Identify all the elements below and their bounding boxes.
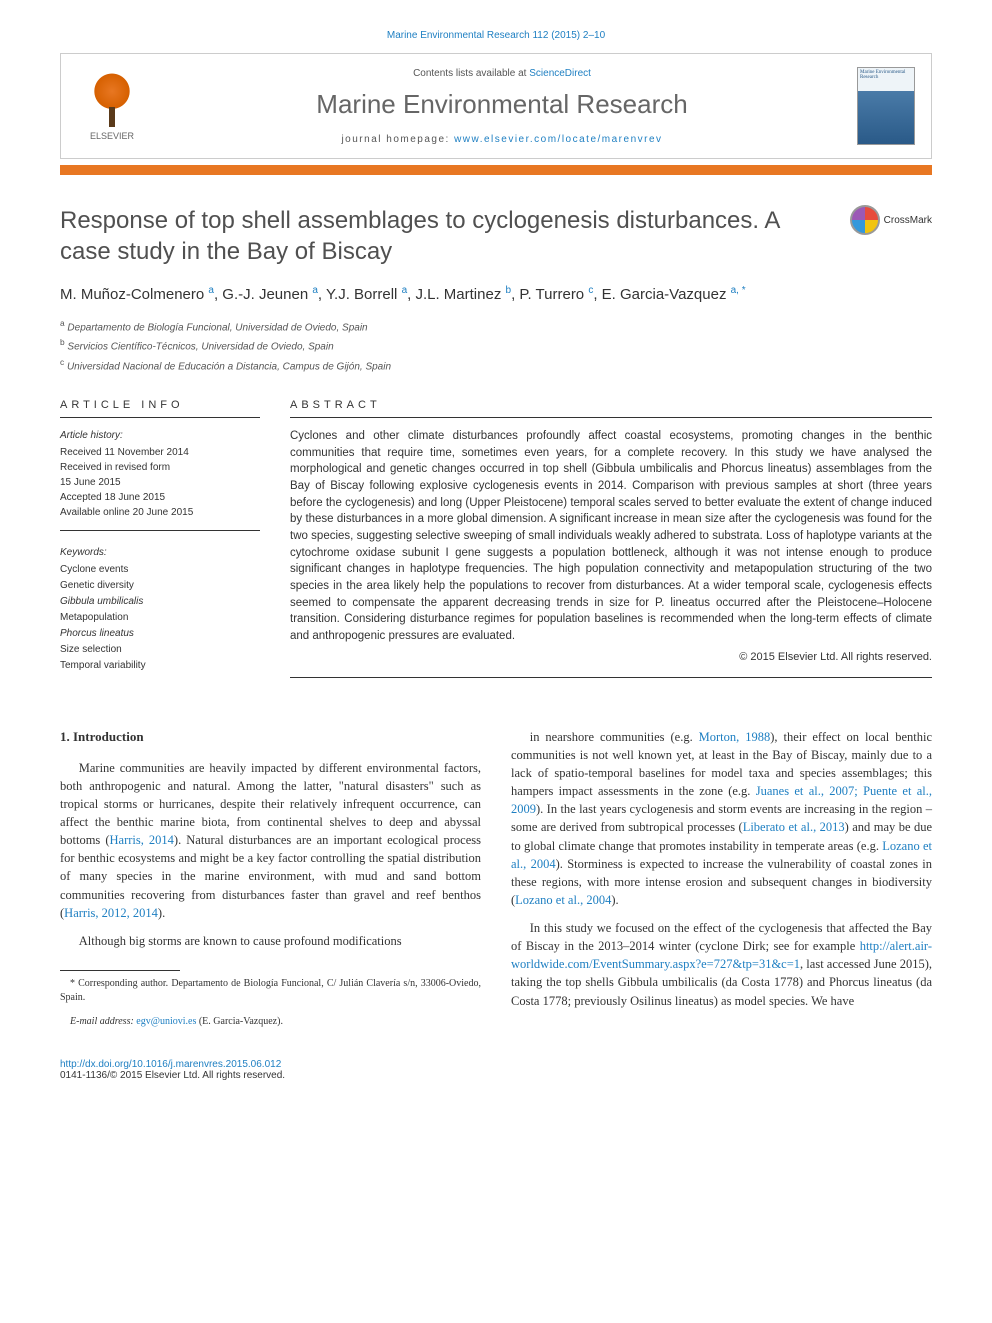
affiliations: a Departamento de Biología Funcional, Un…	[60, 317, 932, 375]
body-column-right: in nearshore communities (e.g. Morton, 1…	[511, 728, 932, 1039]
keyword: Genetic diversity	[60, 578, 260, 594]
abstract-text: Cyclones and other climate disturbances …	[290, 428, 932, 645]
body-paragraph: Although big storms are known to cause p…	[60, 932, 481, 950]
history-line: Received 11 November 2014	[60, 445, 260, 460]
keyword: Metapopulation	[60, 610, 260, 626]
keyword: Gibbula umbilicalis	[60, 594, 260, 610]
elsevier-logo: ELSEVIER	[77, 66, 147, 146]
history-label: Article history:	[60, 428, 260, 443]
crossmark-icon	[850, 205, 880, 235]
body-paragraph: in nearshore communities (e.g. Morton, 1…	[511, 728, 932, 909]
history-line: Accepted 18 June 2015	[60, 490, 260, 505]
email-link[interactable]: egv@uniovi.es	[136, 1016, 196, 1027]
contents-prefix: Contents lists available at	[413, 68, 529, 79]
keyword: Cyclone events	[60, 562, 260, 578]
corresponding-author-note: * Corresponding author. Departamento de …	[60, 977, 481, 1005]
keyword: Size selection	[60, 642, 260, 658]
body-paragraph: In this study we focused on the effect o…	[511, 919, 932, 1010]
publisher-name: ELSEVIER	[90, 131, 134, 141]
top-citation: Marine Environmental Research 112 (2015)…	[60, 30, 932, 41]
article-info-sidebar: ARTICLE INFO Article history: Received 1…	[60, 399, 260, 698]
contents-available: Contents lists available at ScienceDirec…	[167, 68, 837, 79]
email-author-name: (E. Garcia-Vazquez).	[196, 1016, 283, 1027]
email-note: E-mail address: egv@uniovi.es (E. Garcia…	[60, 1015, 481, 1029]
abstract-column: ABSTRACT Cyclones and other climate dist…	[290, 399, 932, 698]
keyword: Temporal variability	[60, 658, 260, 674]
journal-cover-thumbnail	[857, 67, 915, 145]
footer-issn-copyright: 0141-1136/© 2015 Elsevier Ltd. All right…	[60, 1070, 932, 1081]
crossmark-badge[interactable]: CrossMark	[850, 205, 932, 235]
email-label: E-mail address:	[70, 1016, 136, 1027]
abstract-heading: ABSTRACT	[290, 399, 932, 418]
affiliation-b: b Servicios Científico-Técnicos, Univers…	[60, 336, 932, 355]
keywords-label: Keywords:	[60, 545, 260, 560]
history-line: Available online 20 June 2015	[60, 505, 260, 520]
elsevier-tree-icon	[87, 72, 137, 127]
history-line: 15 June 2015	[60, 475, 260, 490]
keyword: Phorcus lineatus	[60, 626, 260, 642]
article-title: Response of top shell assemblages to cyc…	[60, 205, 850, 267]
affiliation-c: c Universidad Nacional de Educación a Di…	[60, 356, 932, 375]
affiliation-a: a Departamento de Biología Funcional, Un…	[60, 317, 932, 336]
authors-list: M. Muñoz-Colmenero a, G.-J. Jeunen a, Y.…	[60, 283, 932, 307]
accent-bar	[60, 165, 932, 175]
footnote-divider	[60, 970, 180, 971]
sciencedirect-link[interactable]: ScienceDirect	[529, 68, 591, 79]
history-line: Received in revised form	[60, 460, 260, 475]
homepage-line: journal homepage: www.elsevier.com/locat…	[167, 134, 837, 145]
homepage-label: journal homepage:	[341, 134, 454, 145]
journal-name: Marine Environmental Research	[167, 89, 837, 120]
body-column-left: 1. Introduction Marine communities are h…	[60, 728, 481, 1039]
journal-header: ELSEVIER Contents lists available at Sci…	[60, 53, 932, 159]
body-paragraph: Marine communities are heavily impacted …	[60, 759, 481, 922]
homepage-link[interactable]: www.elsevier.com/locate/marenvrev	[454, 134, 662, 145]
article-info-heading: ARTICLE INFO	[60, 399, 260, 418]
abstract-copyright: © 2015 Elsevier Ltd. All rights reserved…	[290, 651, 932, 678]
crossmark-label: CrossMark	[884, 215, 932, 226]
intro-heading: 1. Introduction	[60, 728, 481, 747]
footer-doi[interactable]: http://dx.doi.org/10.1016/j.marenvres.20…	[60, 1059, 932, 1070]
